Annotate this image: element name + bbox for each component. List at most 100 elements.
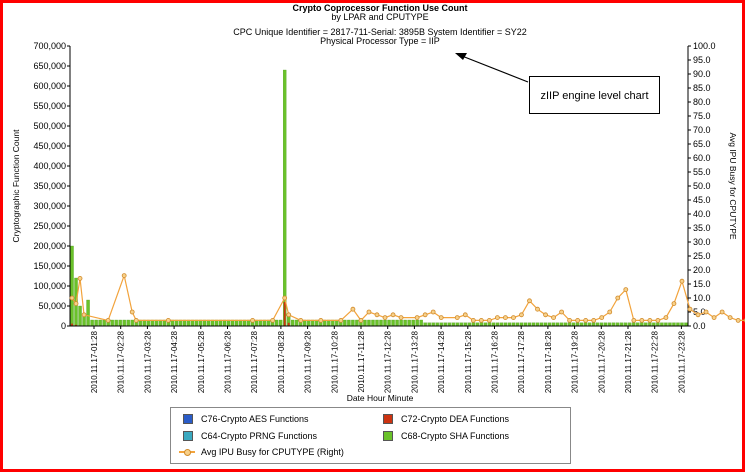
y2-axis-label: Avg IPU Busy for CPUTYPE bbox=[728, 132, 738, 239]
ipu-busy-point bbox=[615, 295, 621, 301]
y-tick-label: 200,000 bbox=[33, 241, 66, 251]
ipu-busy-point bbox=[73, 301, 79, 307]
chart-subtitle-cpc: CPC Unique Identifier = 2817-711-Serial:… bbox=[233, 27, 527, 37]
y2-tick-label: 45.0 bbox=[693, 195, 711, 205]
sha-bar bbox=[78, 305, 82, 327]
ipu-busy-point bbox=[551, 315, 556, 321]
dea-bar bbox=[71, 323, 73, 326]
sha-bar bbox=[403, 319, 407, 327]
ipu-busy-point bbox=[519, 312, 524, 318]
legend-swatch-dea bbox=[383, 414, 393, 424]
y-tick-label: 650,000 bbox=[33, 61, 66, 71]
sha-bar bbox=[126, 319, 130, 327]
x-tick-label: 2010.11.17-05:28 bbox=[197, 330, 206, 393]
ipu-busy-point bbox=[543, 312, 548, 318]
x-tick-label: 2010.11.17-06:28 bbox=[224, 330, 233, 393]
ipu-busy-point bbox=[623, 287, 629, 293]
ipu-busy-point bbox=[695, 312, 701, 318]
ipu-busy-point bbox=[583, 317, 589, 323]
ipu-busy-point bbox=[655, 317, 661, 323]
x-tick-label: 2010.11.17-09:28 bbox=[304, 330, 313, 393]
ipu-busy-point bbox=[390, 312, 396, 318]
legend-item-ipu-busy: Avg IPU Busy for CPUTYPE (Right) bbox=[179, 447, 344, 457]
legend-label-prng: C64-Crypto PRNG Functions bbox=[201, 431, 318, 441]
ipu-busy-point bbox=[711, 315, 717, 321]
sha-bar bbox=[375, 319, 379, 327]
ipu-busy-point bbox=[298, 317, 304, 323]
legend-swatch-prng bbox=[183, 431, 193, 441]
ipu-busy-point bbox=[422, 312, 428, 318]
callout-arrow bbox=[455, 53, 529, 83]
y2-tick-label: 50.0 bbox=[693, 181, 711, 191]
y-tick-label: 0 bbox=[61, 321, 66, 331]
y2-tick-label: 5.0 bbox=[693, 307, 706, 317]
x-tick-label: 2010.11.17-02:28 bbox=[117, 330, 126, 393]
ipu-busy-point bbox=[358, 317, 364, 323]
sha-bar bbox=[283, 69, 287, 327]
ipu-busy-point bbox=[687, 306, 693, 312]
sha-bar bbox=[391, 319, 395, 327]
ipu-busy-point bbox=[282, 295, 288, 301]
chart-subtitle-processor: Physical Processor Type = IIP bbox=[320, 36, 440, 46]
sha-bar bbox=[102, 319, 106, 327]
x-tick-label: 2010.11.17-16:28 bbox=[491, 330, 500, 393]
ipu-busy-point bbox=[599, 315, 605, 321]
y-axis-label: Cryptographic Function Count bbox=[11, 129, 21, 243]
sha-bar bbox=[407, 319, 411, 327]
ipu-busy-point bbox=[165, 317, 171, 323]
x-tick-label: 2010.11.17-12:28 bbox=[384, 330, 393, 393]
ipu-busy-point bbox=[591, 317, 597, 323]
ipu-busy-point bbox=[374, 312, 380, 318]
y-tick-label: 150,000 bbox=[33, 261, 66, 271]
x-tick-label: 2010.11.17-14:28 bbox=[437, 330, 446, 393]
sha-bar bbox=[363, 319, 367, 327]
ipu-busy-point bbox=[338, 317, 344, 323]
legend-label-sha: C68-Crypto SHA Functions bbox=[401, 431, 510, 441]
callout-box: zIIP engine level chart bbox=[529, 76, 660, 114]
ipu-busy-point bbox=[318, 317, 324, 323]
chart-subtitle: by LPAR and CPUTYPE bbox=[331, 12, 428, 22]
ipu-busy-point bbox=[679, 278, 685, 284]
y2-tick-label: 20.0 bbox=[693, 265, 711, 275]
sha-bar bbox=[399, 319, 403, 327]
y2-tick-label: 100.0 bbox=[693, 41, 716, 51]
sha-bar bbox=[98, 319, 102, 327]
plot-area: 0 50,000 100,000 150,000 200,000 250,000 300,0… bbox=[33, 41, 745, 393]
ipu-busy-point bbox=[454, 315, 460, 321]
ipu-busy-point bbox=[398, 315, 404, 321]
sha-bar bbox=[70, 245, 74, 327]
y-tick-label: 600,000 bbox=[33, 81, 66, 91]
ipu-busy-point bbox=[81, 312, 87, 318]
y-tick-label: 300,000 bbox=[33, 201, 66, 211]
sha-bar bbox=[274, 319, 279, 327]
x-tick-label: 2010.11.17-19:28 bbox=[571, 330, 580, 393]
ipu-busy-point bbox=[559, 309, 564, 315]
sha-bar bbox=[291, 319, 295, 327]
legend-label-dea: C72-Crypto DEA Functions bbox=[401, 414, 510, 424]
ipu-busy-point bbox=[414, 315, 420, 321]
legend-item-aes: C76-Crypto AES Functions bbox=[183, 414, 309, 424]
y-tick-label: 50,000 bbox=[38, 301, 66, 311]
sha-bar bbox=[295, 319, 299, 327]
ipu-busy-point bbox=[671, 301, 677, 307]
sha-bar bbox=[367, 319, 371, 327]
y2-tick-label: 15.0 bbox=[693, 279, 711, 289]
ipu-busy-point bbox=[286, 312, 292, 318]
y2-tick-label: 30.0 bbox=[693, 237, 711, 247]
y-tick-label: 350,000 bbox=[33, 181, 66, 191]
y2-tick-label: 0.0 bbox=[693, 321, 706, 331]
sha-bar bbox=[379, 319, 383, 327]
sha-bar bbox=[90, 319, 94, 327]
ipu-busy-point bbox=[430, 309, 436, 315]
sha-bar bbox=[118, 319, 122, 327]
ipu-busy-point bbox=[382, 315, 388, 321]
legend-item-sha: C68-Crypto SHA Functions bbox=[383, 431, 509, 441]
ipu-busy-point bbox=[470, 317, 476, 323]
y-tick-label: 100,000 bbox=[33, 281, 66, 291]
x-tick-label: 2010.11.17-10:28 bbox=[330, 330, 339, 393]
legend-item-dea: C72-Crypto DEA Functions bbox=[383, 414, 509, 424]
x-axis-label: Date Hour Minute bbox=[347, 393, 414, 403]
sha-bar bbox=[415, 319, 419, 327]
y2-tick-label: 35.0 bbox=[693, 223, 711, 233]
legend-label-aes: C76-Crypto AES Functions bbox=[201, 414, 309, 424]
